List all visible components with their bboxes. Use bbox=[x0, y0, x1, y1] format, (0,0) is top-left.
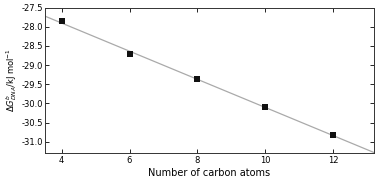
Point bbox=[59, 20, 65, 23]
X-axis label: Number of carbon atoms: Number of carbon atoms bbox=[148, 168, 270, 178]
Point bbox=[330, 134, 336, 137]
Point bbox=[194, 77, 200, 80]
Point bbox=[262, 106, 268, 109]
Point bbox=[127, 53, 133, 56]
Y-axis label: $\Delta G^{b}_{DNA}$/kJ mol$^{-1}$: $\Delta G^{b}_{DNA}$/kJ mol$^{-1}$ bbox=[4, 49, 19, 112]
